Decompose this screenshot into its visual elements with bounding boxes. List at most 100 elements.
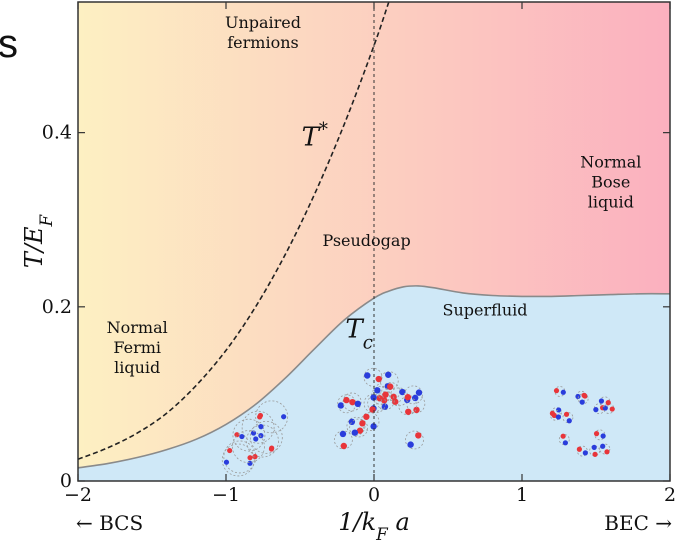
fermion-blue	[354, 400, 362, 408]
bcs-side-label: ← BCS	[76, 511, 143, 535]
fermion-blue	[374, 387, 381, 394]
chart-labels: Unpaired fermions Pseudogap Normal Bose liqui…	[20, 13, 672, 544]
pair-ring	[375, 391, 395, 411]
fermion-red	[549, 410, 556, 416]
fermion-blue	[600, 443, 606, 449]
pair-ring	[363, 367, 383, 387]
fermion-red	[343, 396, 350, 404]
fermion-red	[553, 388, 560, 394]
y-tick-label: 0.2	[42, 296, 72, 318]
fermion-red	[375, 375, 382, 383]
pair-ring	[577, 393, 589, 405]
fermion-blue	[385, 371, 392, 378]
pair-ring	[367, 394, 387, 413]
fermion-blue	[223, 459, 230, 465]
region-label: Pseudogap	[322, 231, 410, 250]
fermion-blue	[337, 402, 345, 409]
fermion-blue	[598, 398, 605, 404]
fermion-red	[376, 395, 384, 402]
fermion-blue	[600, 433, 606, 439]
fermion-red	[356, 427, 364, 434]
fermion-blue	[407, 441, 414, 448]
superfluid-region	[78, 285, 670, 481]
x-axis-label: 1/kF a	[338, 508, 410, 544]
fermion-blue	[348, 418, 356, 426]
pair-ring	[346, 416, 366, 436]
pair-ring	[599, 443, 611, 455]
fermion-red	[563, 411, 570, 417]
y-axis-label: T/EF	[20, 214, 56, 269]
fermion-blue	[582, 450, 588, 456]
fermion-blue	[411, 394, 419, 402]
fermion-blue	[258, 433, 264, 439]
bec-side-label: BEC →	[604, 511, 672, 535]
curve-label: T*	[302, 119, 328, 153]
fermion-red	[592, 451, 598, 457]
pair-ring	[221, 443, 255, 477]
fermion-blue	[579, 399, 585, 405]
fermion-red	[252, 454, 258, 460]
fermion-red	[227, 447, 233, 454]
fermion-blue	[381, 403, 389, 410]
fermion-blue	[247, 460, 253, 466]
particle-illustrations	[221, 367, 615, 477]
fermion-red	[234, 432, 240, 438]
pair-ring	[363, 394, 383, 413]
fermion-red	[593, 431, 600, 437]
fermion-red	[359, 420, 366, 427]
fermion-red	[340, 442, 347, 450]
fermion-red	[604, 449, 610, 455]
pair-ring	[333, 430, 353, 450]
fermion-blue	[351, 429, 359, 436]
fermion-blue	[560, 389, 566, 395]
fermion-red	[257, 414, 263, 420]
pair-ring	[232, 430, 265, 463]
fermion-red	[415, 432, 422, 439]
region-label: Normal Bose liquid	[580, 152, 641, 211]
fermion-blue	[253, 436, 259, 442]
x-tick-label: 0	[368, 484, 380, 506]
fermion-red	[392, 398, 399, 405]
fermion-red	[405, 408, 412, 415]
fermion-red	[413, 406, 420, 414]
pair-ring	[551, 407, 562, 419]
pair-ring	[255, 400, 289, 434]
fermion-blue	[593, 407, 599, 413]
pair-ring	[558, 434, 570, 445]
fermion-blue	[591, 444, 597, 450]
pair-ring	[342, 392, 362, 412]
region-label: Normal Fermi liquid	[107, 318, 168, 377]
fermion-blue	[555, 414, 562, 420]
fermion-blue	[415, 389, 423, 396]
fermion-red	[247, 455, 253, 461]
pair-ring	[241, 410, 275, 444]
curve-label: Tc	[345, 314, 373, 353]
fermion-blue	[575, 393, 581, 400]
fermion-blue	[281, 414, 287, 420]
region-label: Unpaired fermions	[225, 13, 301, 52]
fermion-red	[269, 445, 275, 451]
fermion-blue	[370, 423, 377, 430]
pair-ring	[406, 394, 426, 414]
top-left-fragment: s	[0, 22, 18, 66]
fermion-red	[369, 406, 376, 413]
x-tick-label: 2	[664, 484, 676, 506]
fermion-red	[560, 433, 566, 439]
pair-ring	[246, 424, 279, 458]
y-tick-label: 0	[60, 470, 72, 492]
fermion-red	[581, 392, 587, 398]
fermion-red	[349, 398, 356, 406]
pair-ring	[589, 445, 601, 457]
pair-ring	[349, 418, 369, 438]
fermion-blue	[566, 418, 572, 424]
region-label: Superfluid	[443, 301, 528, 320]
axis-ticks: −2 −1 0 1 2 0 0.2 0.4	[42, 2, 676, 506]
plot-area	[78, 2, 670, 481]
x-tick-label: −1	[212, 484, 240, 506]
fermion-red	[605, 400, 611, 406]
pair-ring	[576, 445, 588, 457]
y-tick-label: 0.4	[42, 122, 72, 144]
x-tick-label: −2	[64, 484, 92, 506]
pair-ring	[562, 412, 574, 423]
